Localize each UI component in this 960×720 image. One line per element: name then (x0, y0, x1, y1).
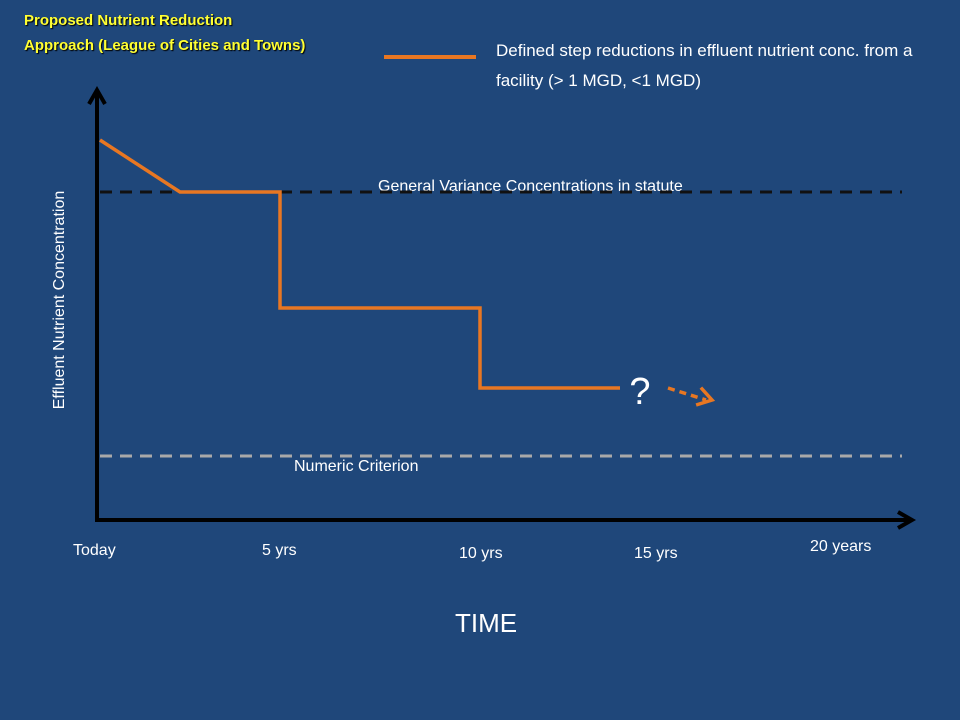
chart-title-line-2: Approach (League of Cities and Towns) (24, 37, 306, 54)
chart-title: Proposed Nutrient Reduction Approach (Le… (24, 8, 305, 58)
step-reduction-line (99, 138, 620, 390)
y-axis-arrowhead (87, 85, 107, 105)
x-axis-label: TIME (455, 608, 518, 638)
projection-arrowhead (695, 386, 716, 407)
x-tick-label-10yrs: 10 yrs (459, 545, 503, 562)
x-tick-label-today: Today (73, 542, 116, 559)
x-tick-label-15yrs: 15 yrs (634, 545, 678, 562)
x-axis-arrowhead (897, 510, 917, 530)
criterion-line-label: Numeric Criterion (294, 458, 419, 475)
question-mark-annotation: ? (629, 371, 650, 413)
chart-title-line-1: Proposed Nutrient Reduction (24, 12, 233, 29)
x-tick-label-5yrs: 5 yrs (262, 542, 297, 559)
legend-swatch (384, 55, 476, 59)
x-tick-label-20years: 20 years (810, 538, 872, 555)
legend-entry: Defined step reductions in effluent nutr… (496, 41, 913, 90)
projection-dashed-line (667, 386, 707, 402)
